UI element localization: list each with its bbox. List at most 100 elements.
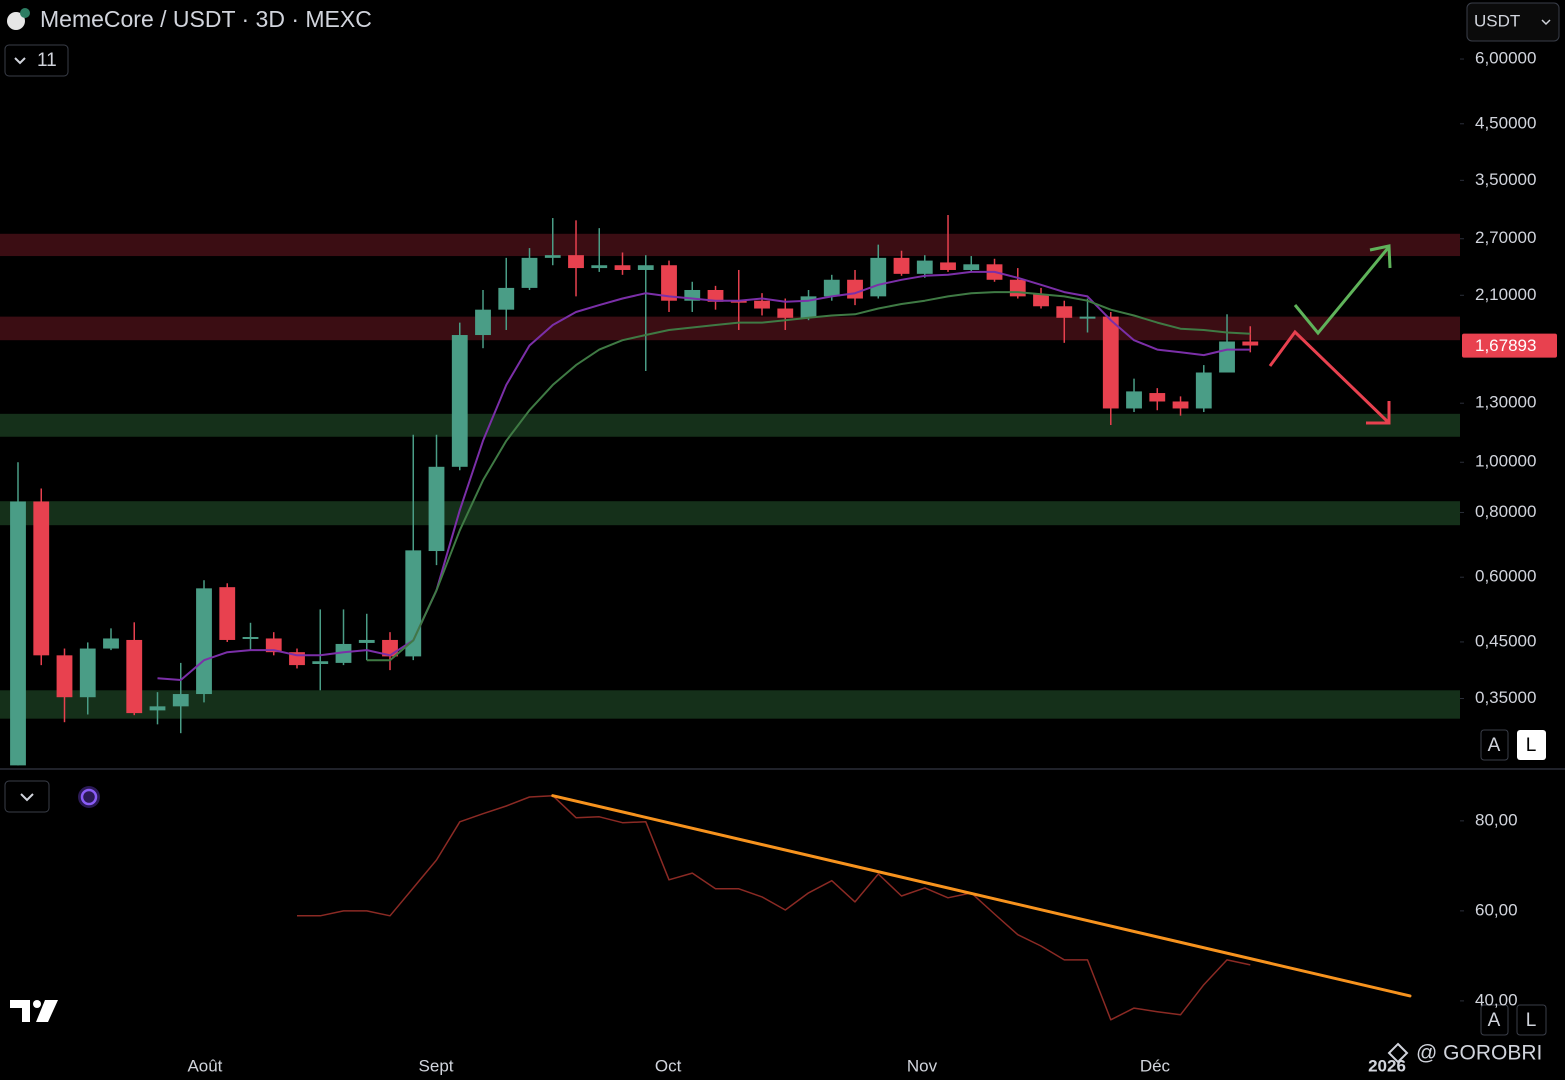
candle-body bbox=[10, 501, 26, 766]
last-price-box bbox=[1462, 333, 1557, 358]
last-price-label: 1,67893 bbox=[1475, 336, 1536, 355]
chevron bbox=[1541, 19, 1551, 26]
candle-body bbox=[1172, 401, 1189, 409]
zone bbox=[0, 690, 1460, 719]
candle-body bbox=[312, 661, 329, 664]
candle-body bbox=[172, 694, 189, 707]
candle-body bbox=[591, 265, 608, 269]
y-tick-label: 0,60000 bbox=[1475, 567, 1536, 586]
candle-body bbox=[823, 279, 840, 297]
candle-body bbox=[1009, 279, 1026, 297]
x-tick-label: Déc bbox=[1140, 1056, 1171, 1075]
y-tick-label: 60,00 bbox=[1475, 900, 1518, 919]
candle-body bbox=[265, 638, 282, 653]
candle-body bbox=[335, 643, 352, 663]
logo-part bbox=[10, 1000, 30, 1022]
watermark: @ GOROBRI bbox=[1416, 1042, 1542, 1065]
candle-body bbox=[1056, 306, 1073, 318]
x-tick-label: Sept bbox=[419, 1056, 454, 1075]
candle-body bbox=[475, 309, 491, 336]
candle-body bbox=[916, 260, 933, 274]
y-tick-label: 1,00000 bbox=[1475, 452, 1536, 471]
candle-body bbox=[33, 501, 50, 656]
x-tick-label: Nov bbox=[907, 1056, 938, 1075]
candle-body bbox=[614, 265, 631, 270]
bull-arrow bbox=[1293, 247, 1390, 336]
candle-body bbox=[103, 638, 119, 649]
auto-scale-label: A bbox=[1488, 1010, 1501, 1031]
candle-body bbox=[1102, 316, 1119, 409]
y-tick-label: 3,50000 bbox=[1475, 170, 1536, 189]
y-tick-label: 0,80000 bbox=[1475, 502, 1536, 521]
candle-body bbox=[451, 335, 468, 467]
y-tick-label: 1,30000 bbox=[1475, 393, 1536, 412]
x-tick-label: 2026 bbox=[1368, 1056, 1406, 1075]
candle-body bbox=[730, 300, 747, 303]
y-tick-label: 0,45000 bbox=[1475, 631, 1536, 650]
bear-arrow bbox=[1268, 329, 1390, 424]
y-tick-label: 6,00000 bbox=[1475, 49, 1536, 68]
indicator-icon-ring bbox=[80, 788, 98, 806]
tradingview-logo bbox=[10, 1000, 58, 1022]
candle-body bbox=[219, 587, 236, 640]
candle-body bbox=[963, 264, 980, 270]
auto-scale-label: A bbox=[1488, 735, 1501, 756]
currency-select[interactable] bbox=[1466, 2, 1560, 42]
candle-body bbox=[707, 289, 724, 302]
symbol-icon-badge bbox=[20, 8, 30, 18]
candle-body bbox=[870, 257, 887, 297]
watermark-icon bbox=[1387, 1042, 1409, 1064]
symbol-icon bbox=[7, 12, 25, 30]
x-tick-label: Oct bbox=[655, 1056, 682, 1075]
zone bbox=[0, 413, 1460, 437]
chevron bbox=[14, 57, 26, 65]
candle-body bbox=[893, 257, 910, 274]
candle-body bbox=[1079, 316, 1096, 319]
log-scale-button[interactable] bbox=[1516, 1004, 1547, 1036]
bear-arrowhead bbox=[1366, 401, 1391, 425]
log-scale-label: L bbox=[1526, 1010, 1537, 1031]
y-tick-label: 0,35000 bbox=[1475, 688, 1536, 707]
currency-label: USDT bbox=[1474, 11, 1520, 30]
auto-scale-button[interactable] bbox=[1480, 729, 1509, 761]
zone bbox=[0, 233, 1460, 257]
candle-body bbox=[1126, 391, 1142, 409]
candle-body bbox=[149, 706, 166, 711]
indicator-count: 11 bbox=[37, 50, 57, 71]
candle-body bbox=[242, 636, 259, 639]
candle-body bbox=[126, 639, 143, 714]
y-tick-label: 2,70000 bbox=[1475, 228, 1536, 247]
candle-body bbox=[428, 466, 445, 552]
pane-collapse[interactable] bbox=[4, 780, 50, 813]
log-scale-label: L bbox=[1526, 735, 1537, 756]
logo-part bbox=[33, 1000, 41, 1008]
moving-average bbox=[366, 291, 1251, 662]
candle-body bbox=[498, 287, 515, 310]
chart-title: MemeCore / USDT · 3D · MEXC bbox=[40, 6, 372, 32]
candle-body bbox=[1219, 341, 1235, 373]
y-tick-label: 80,00 bbox=[1475, 810, 1518, 829]
candle-body bbox=[940, 262, 956, 270]
x-tick-label: Août bbox=[187, 1056, 222, 1075]
logo-part bbox=[36, 1000, 58, 1022]
candle-body bbox=[196, 588, 212, 695]
indicator-toggle[interactable] bbox=[4, 44, 69, 77]
moving-average bbox=[157, 270, 1251, 681]
chevron bbox=[20, 793, 34, 802]
indicator-line bbox=[297, 794, 1251, 1021]
candle-body bbox=[521, 257, 538, 288]
y-tick-label: 40,00 bbox=[1475, 990, 1518, 1009]
y-tick-label: 4,50000 bbox=[1475, 113, 1536, 132]
candle-body bbox=[847, 279, 863, 299]
candle-body bbox=[661, 265, 677, 301]
zones bbox=[0, 233, 1460, 719]
zone bbox=[0, 501, 1460, 526]
bull-arrowhead bbox=[1369, 244, 1392, 269]
log-scale-button[interactable] bbox=[1517, 730, 1546, 760]
candle-body bbox=[1149, 393, 1166, 402]
auto-scale-button[interactable] bbox=[1480, 1004, 1509, 1036]
candle-body bbox=[637, 265, 654, 270]
candle-body bbox=[777, 308, 794, 318]
